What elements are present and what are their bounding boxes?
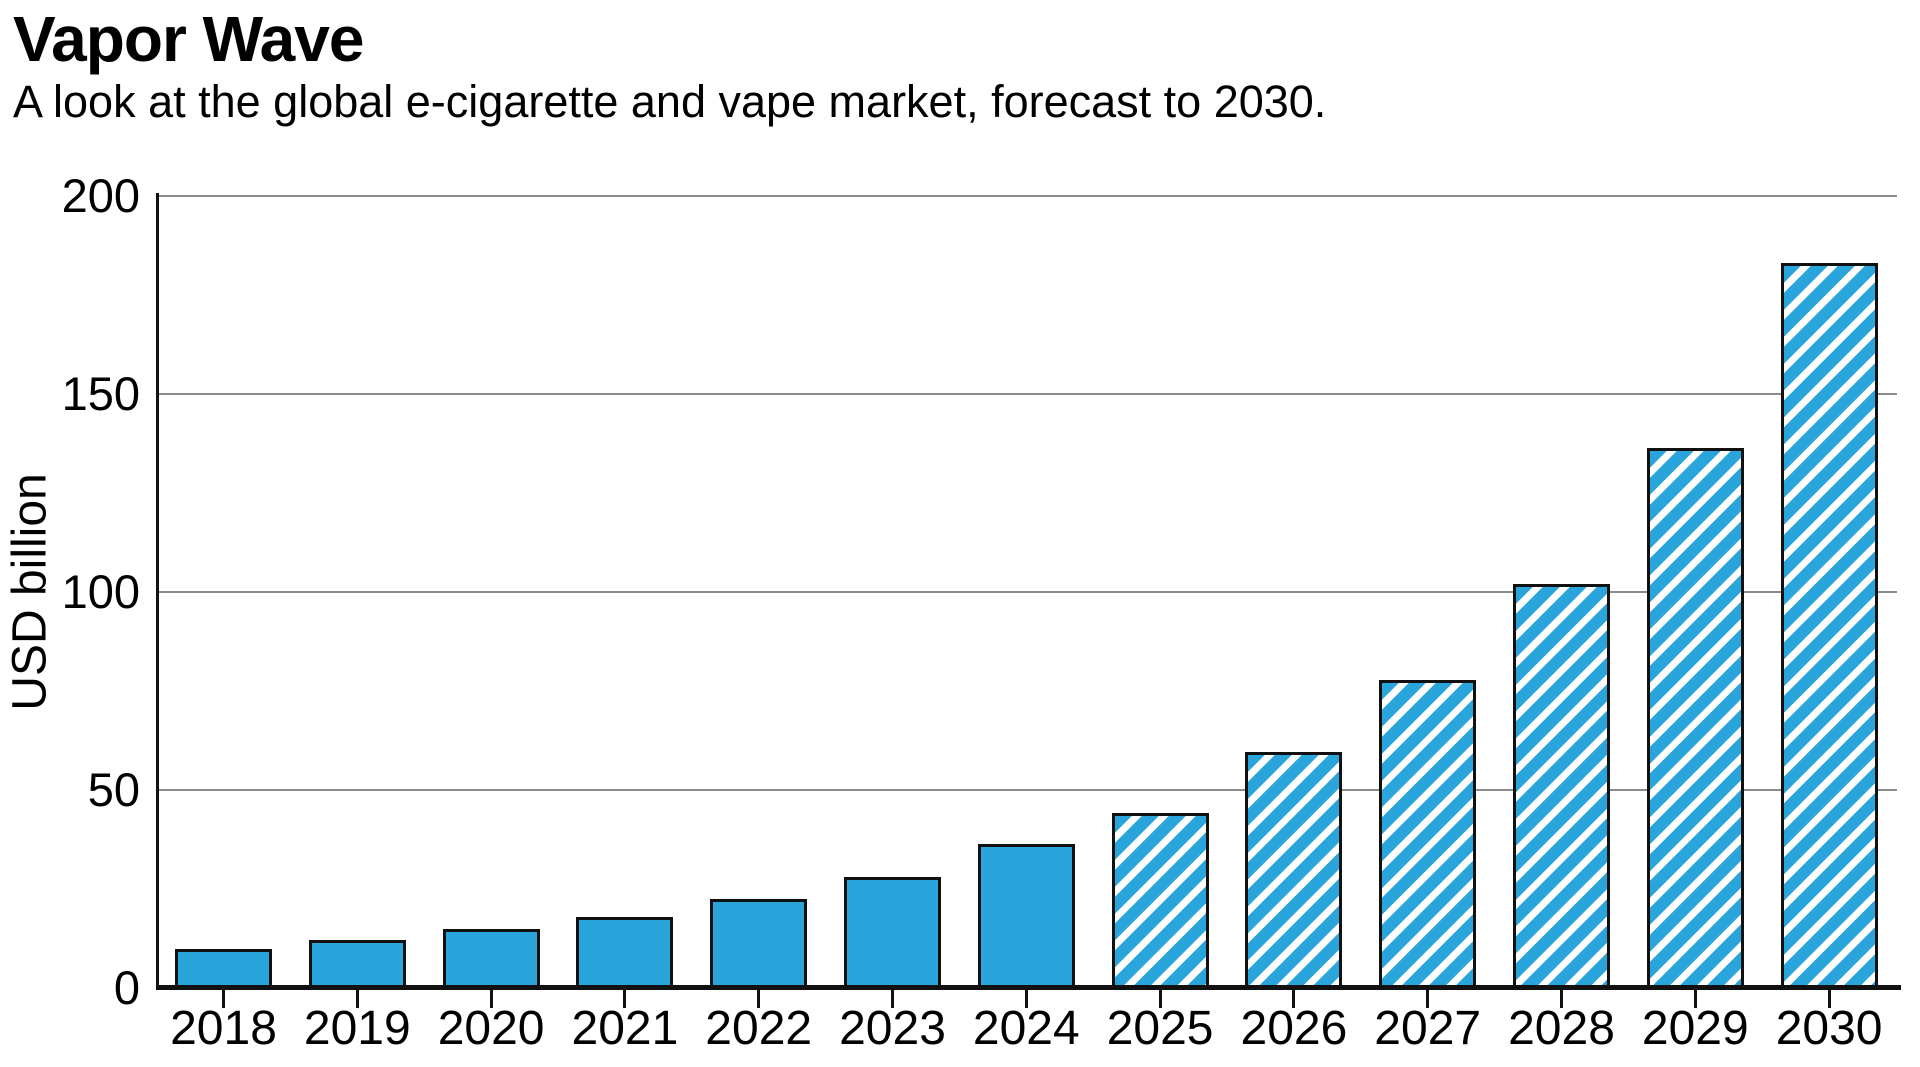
bar-2019 — [308, 939, 406, 990]
y-tick-label-200: 200 — [61, 168, 140, 222]
x-tick-label-2026: 2026 — [1240, 1002, 1348, 1055]
bar-2018 — [175, 949, 272, 990]
chart-title: Vapor Wave — [13, 3, 364, 75]
y-tick-label-150: 150 — [61, 366, 140, 420]
x-tick-2029 — [1693, 990, 1697, 1008]
x-tick-label-2025: 2025 — [1106, 1002, 1214, 1055]
gridline-50 — [158, 788, 1897, 791]
x-tick-2030 — [1827, 990, 1831, 1008]
x-tick-2022 — [757, 990, 761, 1008]
bar-2020 — [442, 929, 540, 990]
x-tick-2028 — [1560, 990, 1563, 1008]
x-tick-label-2022: 2022 — [705, 1002, 813, 1055]
gridline-200 — [158, 194, 1897, 197]
x-tick-label-2023: 2023 — [839, 1002, 946, 1055]
x-tick-2018 — [222, 990, 225, 1008]
y-tick-label-0: 0 — [113, 960, 140, 1014]
x-tick-2023 — [891, 990, 894, 1008]
x-tick-2026 — [1292, 990, 1296, 1008]
bar-2028 — [1513, 583, 1610, 990]
x-tick-label-2018: 2018 — [170, 1002, 277, 1055]
x-tick-2019 — [355, 990, 359, 1008]
x-axis-line — [156, 985, 1901, 990]
bar-2029 — [1646, 447, 1744, 990]
y-tick-label-100: 100 — [61, 564, 140, 618]
bar-2022 — [710, 898, 808, 990]
gridline-100 — [158, 590, 1897, 593]
x-tick-label-2019: 2019 — [303, 1002, 411, 1055]
x-tick-label-2021: 2021 — [571, 1002, 679, 1055]
x-tick-2020 — [489, 990, 493, 1008]
x-tick-label-2024: 2024 — [972, 1002, 1080, 1055]
bar-2024 — [977, 843, 1075, 990]
bar-2027 — [1379, 679, 1477, 990]
bar-2021 — [576, 917, 674, 990]
x-tick-label-2030: 2030 — [1775, 1002, 1883, 1055]
x-tick-label-2020: 2020 — [437, 1002, 545, 1055]
x-tick-2025 — [1158, 990, 1162, 1008]
gridline-150 — [158, 392, 1897, 395]
bar-2030 — [1780, 262, 1878, 990]
bar-2025 — [1111, 813, 1209, 990]
x-tick-2024 — [1024, 990, 1028, 1008]
x-tick-2027 — [1426, 990, 1430, 1008]
x-tick-label-2029: 2029 — [1641, 1002, 1749, 1055]
bar-2026 — [1245, 752, 1343, 990]
y-axis-line — [156, 193, 159, 990]
chart-subtitle: A look at the global e-cigarette and vap… — [13, 76, 1327, 127]
x-tick-2021 — [623, 990, 627, 1008]
x-tick-label-2027: 2027 — [1374, 1002, 1482, 1055]
x-tick-label-2028: 2028 — [1508, 1002, 1615, 1055]
bar-2023 — [844, 876, 941, 990]
y-tick-label-50: 50 — [87, 762, 140, 816]
